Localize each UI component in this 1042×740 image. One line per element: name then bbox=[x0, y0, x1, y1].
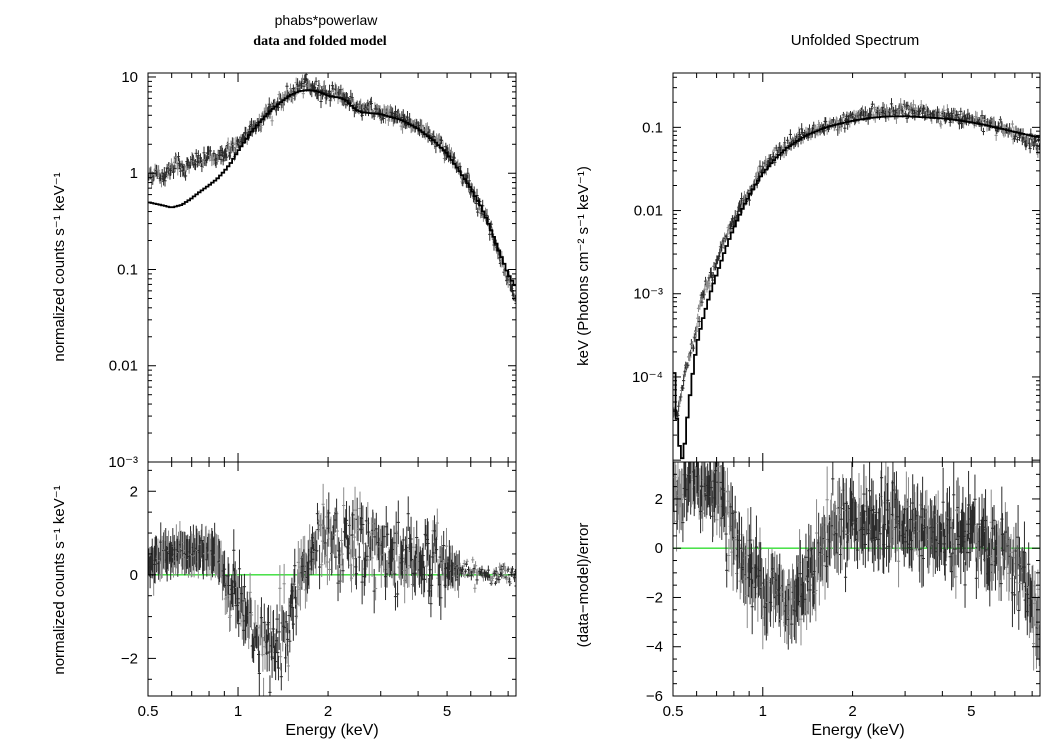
right-bottom-y-tick-label: −6 bbox=[646, 688, 663, 705]
right-xlabel: Energy (keV) bbox=[811, 722, 904, 739]
right-bottom-frame bbox=[672, 461, 1041, 697]
right-bottom-x-tick-label: 2 bbox=[848, 703, 856, 720]
right-bottom-y-tick-label: −4 bbox=[646, 639, 663, 656]
left-bottom-panel: 2 0 −2 0.5 1 2 5 bbox=[121, 461, 517, 720]
left-top-y-tick-label: 0.1 bbox=[117, 261, 138, 278]
right-top-y-tick-label: 0.01 bbox=[634, 203, 663, 220]
right-top-plot-area bbox=[673, 98, 1040, 460]
right-top-panel: 0.1 0.01 10⁻³ 10⁻⁴ bbox=[632, 72, 1041, 463]
left-bottom-x-tick-label: 2 bbox=[324, 703, 332, 720]
right-bottom-x-tick-label: 5 bbox=[967, 703, 975, 720]
right-bottom-y-tick-label: 0 bbox=[655, 540, 663, 557]
right-bottom-ylabel: (data−model)/error bbox=[575, 523, 592, 648]
left-bottom-y-tick-label: 2 bbox=[130, 483, 138, 500]
left-top-ylabel: normalized counts s⁻¹ keV⁻¹ bbox=[51, 172, 68, 361]
left-top-y-tick-label: 10 bbox=[121, 69, 138, 86]
right-top-y-tick-label: 10⁻³ bbox=[633, 286, 663, 303]
left-bottom-ylabel: normalized counts s⁻¹ keV⁻¹ bbox=[51, 485, 68, 674]
right-bottom-y-tick-label: −2 bbox=[646, 589, 663, 606]
left-top-frame bbox=[147, 72, 517, 463]
left-top-y-tick-label: 1 bbox=[130, 165, 138, 182]
left-top-model-line bbox=[148, 89, 516, 287]
left-top-panel: 10 1 0.1 0.01 10⁻³ bbox=[108, 69, 517, 471]
left-bottom-plot-area bbox=[148, 483, 516, 696]
right-bottom-x-tick-label: 0.5 bbox=[663, 703, 684, 720]
left-xlabel: Energy (keV) bbox=[285, 722, 378, 739]
right-bottom-plot-area bbox=[673, 462, 1040, 671]
left-chart-title: phabs*powerlaw bbox=[275, 12, 379, 28]
right-top-y-tick-label: 10⁻⁴ bbox=[632, 369, 663, 386]
right-top-ylabel: keV (Photons cm⁻² s⁻¹ keV⁻¹) bbox=[575, 166, 592, 366]
left-bottom-y-tick-label: −2 bbox=[121, 650, 138, 667]
left-bottom-x-tick-label: 0.5 bbox=[138, 703, 159, 720]
right-bottom-y-tick-label: 2 bbox=[655, 491, 663, 508]
left-bottom-x-tick-label: 5 bbox=[443, 703, 451, 720]
right-top-y-tick-label: 0.1 bbox=[642, 119, 663, 136]
right-bottom-panel: 2 0 −2 −4 −60.5 1 2 5 bbox=[646, 461, 1041, 720]
left-top-y-tick-label: 10⁻³ bbox=[108, 454, 138, 471]
left-bottom-x-tick-label: 1 bbox=[234, 703, 242, 720]
right-chart-title: Unfolded Spectrum bbox=[791, 32, 919, 49]
left-bottom-y-tick-label: 0 bbox=[130, 567, 138, 584]
right-top-model-line bbox=[673, 115, 1040, 460]
left-bottom-frame bbox=[147, 461, 517, 697]
left-top-plot-area bbox=[148, 73, 516, 309]
left-chart-subtitle: data and folded model bbox=[253, 34, 387, 49]
right-bottom-x-tick-label: 1 bbox=[759, 703, 767, 720]
left-top-y-tick-label: 0.01 bbox=[109, 358, 138, 375]
